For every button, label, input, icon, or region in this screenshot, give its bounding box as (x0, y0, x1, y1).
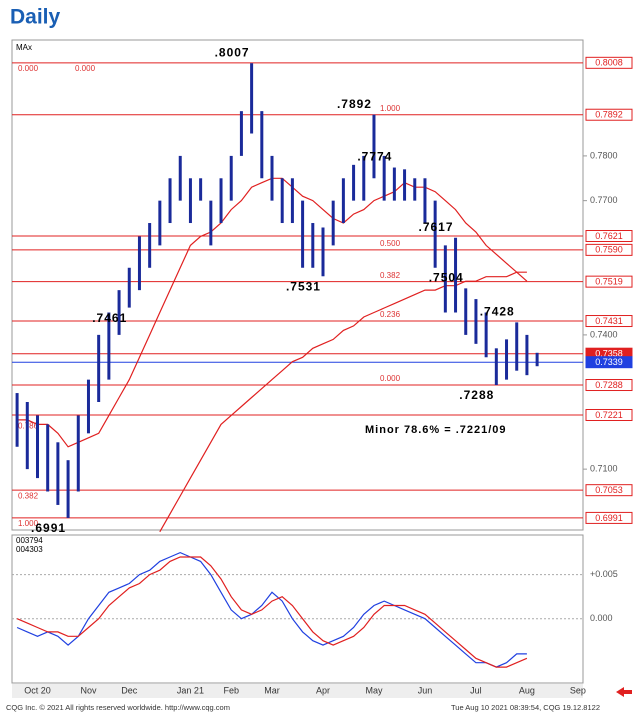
x-tick-label: Dec (121, 685, 138, 695)
price-panel (11, 39, 584, 531)
fib-label: 1.000 (18, 519, 39, 528)
fib-label: 1.000 (380, 104, 401, 113)
level-label: 0.7221 (595, 410, 623, 420)
level-label: 0.7339 (595, 357, 623, 367)
price-annotation: .7774 (357, 150, 392, 164)
level-label: 0.7590 (595, 245, 623, 255)
level-label: 0.7892 (595, 110, 623, 120)
fib-label: 0.382 (18, 491, 39, 500)
x-tick-label: Jun (418, 685, 433, 695)
legend: MAx (16, 43, 32, 52)
oscillator-panel (11, 534, 584, 684)
level-label: 0.7519 (595, 277, 623, 287)
price-annotation: .7504 (429, 271, 464, 285)
level-label: 0.8008 (595, 58, 623, 68)
y-tick-label: +0.005 (590, 569, 618, 579)
level-box (585, 315, 633, 328)
level-label: 0.6991 (595, 513, 623, 523)
fib-label: 0.236 (380, 310, 401, 319)
x-tick-label: Jul (470, 685, 482, 695)
level-label: 0.7431 (595, 316, 623, 326)
fib-label: 0.000 (380, 374, 401, 383)
level-label: 0.7288 (595, 380, 623, 390)
level-box (585, 408, 633, 421)
y-tick-label: 0.000 (590, 613, 613, 623)
fib-label: 0.382 (380, 271, 401, 280)
x-tick-label: May (365, 685, 383, 695)
x-tick-label: Nov (80, 685, 97, 695)
y-tick-label: 0.7100 (590, 464, 618, 474)
y-tick-label: 0.7800 (590, 150, 618, 160)
x-tick-label: Apr (316, 685, 330, 695)
note: Minor 78.6% = .7221/09 (365, 424, 507, 436)
osc-legend: 003794 (16, 536, 43, 545)
price-annotation: .7617 (419, 220, 454, 234)
level-box (585, 108, 633, 121)
level-box (585, 56, 633, 69)
oscillator-line (16, 556, 528, 668)
oscillator-line (16, 551, 527, 668)
level-box (585, 484, 633, 497)
fib-label: 0.500 (380, 239, 401, 248)
level-box (585, 511, 633, 524)
fib-label: 0.000 (18, 64, 39, 73)
level-label: 0.7621 (595, 231, 623, 241)
price-annotation: .7288 (459, 388, 494, 402)
scroll-arrow[interactable] (616, 687, 632, 697)
x-tick-label: Oct 20 (24, 685, 51, 695)
x-tick-label: Jan 21 (177, 685, 204, 695)
y-tick-label: 0.7700 (590, 195, 618, 205)
price-annotation: .8007 (215, 45, 250, 59)
price-annotation: .6991 (31, 521, 66, 535)
level-box (585, 230, 633, 242)
price-annotation: .7428 (480, 305, 515, 319)
level-box (585, 356, 633, 369)
footer: CQG Inc. © 2021 All rights reserved worl… (6, 703, 230, 712)
x-tick-label: Sep (570, 685, 586, 695)
y-tick-label: 0.7400 (590, 329, 618, 339)
level-box (585, 243, 633, 256)
x-tick-label: Mar (264, 685, 280, 695)
moving-average (159, 271, 527, 533)
price-annotation: .7531 (286, 279, 321, 293)
price-annotation: .7892 (337, 97, 372, 111)
price-annotation: .7461 (92, 311, 127, 325)
footer: Tue Aug 10 2021 08:39:54, CQG 19.12.8122 (451, 703, 600, 712)
x-tick-label: Feb (223, 685, 239, 695)
x-axis-band (12, 684, 583, 698)
level-box (585, 379, 633, 392)
level-label: 0.7358 (595, 349, 623, 359)
chart-title: Daily (10, 6, 61, 29)
level-box (585, 275, 633, 288)
osc-legend: 004303 (16, 545, 43, 554)
level-label: 0.7053 (595, 485, 623, 495)
x-tick-label: Aug (519, 685, 535, 695)
fib-label: 0.000 (75, 64, 96, 73)
